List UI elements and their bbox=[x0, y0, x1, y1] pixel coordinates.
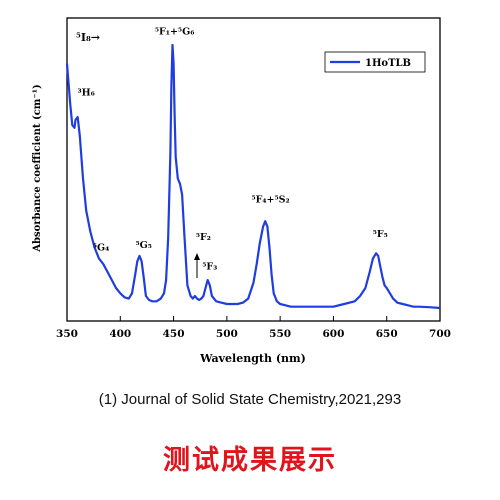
legend: 1HoTLB bbox=[324, 51, 426, 73]
series-line-1hotlb bbox=[65, 43, 441, 310]
legend-label: 1HoTLB bbox=[365, 58, 411, 69]
x-ticks: 350 400 450 500 550 600 650 700 bbox=[56, 316, 451, 340]
x-axis-label: Wavelength (nm) bbox=[199, 352, 306, 365]
peak-label: ⁵G₄ bbox=[93, 243, 109, 254]
peak-label: ³H₆ bbox=[78, 88, 95, 99]
f2-arrow-head bbox=[194, 253, 200, 260]
transition-label: ⁵I₈→ bbox=[76, 31, 100, 44]
results-banner: 测试成果展示 bbox=[163, 445, 337, 476]
source-caption: (1) Journal of Solid State Chemistry,202… bbox=[98, 391, 402, 408]
x-tick-label: 500 bbox=[216, 328, 238, 340]
legend-box bbox=[324, 51, 426, 73]
x-tick-label: 450 bbox=[163, 328, 185, 340]
peak-label: ⁵F₂ bbox=[196, 232, 211, 243]
peak-label: ⁵G₅ bbox=[136, 240, 152, 251]
peak-label: ⁵F₅ bbox=[373, 229, 388, 240]
x-tick-label: 400 bbox=[109, 328, 131, 340]
x-tick-label: 600 bbox=[322, 328, 344, 340]
plot-frame bbox=[66, 17, 441, 322]
x-tick-label: 650 bbox=[376, 328, 398, 340]
peak-label: ⁵F₃ bbox=[202, 261, 217, 272]
x-tick-label: 550 bbox=[269, 328, 291, 340]
annotations: ⁵F₁+⁵G₆ ³H₆ ⁵G₄ ⁵G₅ ⁵F₂ ⁵F₃ ⁵F₄+⁵S₂ ⁵F₅ bbox=[78, 26, 388, 272]
peak-label: ⁵F₄+⁵S₂ bbox=[251, 195, 289, 206]
x-tick-label: 700 bbox=[429, 328, 451, 340]
chart: 350 400 450 500 550 600 650 700 ⁵F₁+⁵G₆ ³H₆ ⁵G₄ ⁵G… bbox=[32, 17, 451, 365]
y-axis-label: Absorbance coefficient (cm⁻¹) bbox=[32, 84, 43, 253]
x-tick-label: 350 bbox=[56, 328, 78, 340]
peak-label: ⁵F₁+⁵G₆ bbox=[155, 26, 194, 37]
